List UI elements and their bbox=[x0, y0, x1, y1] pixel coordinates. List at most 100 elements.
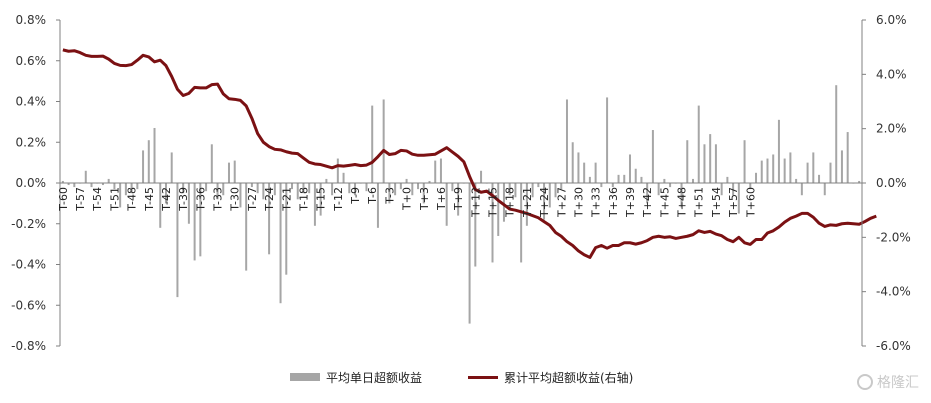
right-axis: 6.0% 4.0% 2.0% 0.0% -2.0% -4.0% -6.0% bbox=[861, 13, 911, 353]
bar bbox=[331, 183, 334, 196]
left-tick-label: 0.0% bbox=[16, 176, 47, 190]
bar bbox=[90, 183, 93, 188]
x-tick-label: T-36 bbox=[194, 187, 207, 212]
x-tick-label: T+12 bbox=[469, 187, 482, 218]
bar bbox=[216, 183, 219, 200]
bars-layer bbox=[61, 85, 861, 324]
bar bbox=[313, 183, 316, 226]
bar bbox=[737, 183, 740, 214]
bar bbox=[262, 183, 265, 200]
bar bbox=[119, 183, 122, 208]
bar bbox=[812, 152, 815, 183]
x-tick-label: T+27 bbox=[555, 187, 568, 218]
bar bbox=[789, 152, 792, 183]
bar bbox=[709, 134, 712, 183]
bar bbox=[846, 132, 849, 183]
bar bbox=[256, 183, 259, 194]
bar bbox=[777, 119, 780, 183]
bar bbox=[147, 140, 150, 183]
right-tick-label: -6.0% bbox=[876, 339, 911, 353]
bar bbox=[502, 183, 505, 222]
bar bbox=[583, 162, 586, 184]
bar bbox=[336, 158, 339, 183]
x-tick-label: T-27 bbox=[246, 187, 259, 212]
line-layer bbox=[62, 48, 877, 259]
bar bbox=[537, 183, 540, 188]
bar bbox=[159, 183, 162, 228]
bar bbox=[73, 183, 76, 188]
bar bbox=[749, 183, 752, 190]
right-tick-label: -4.0% bbox=[876, 285, 911, 299]
bar bbox=[474, 183, 477, 267]
legend-swatch-line bbox=[468, 375, 498, 379]
bar bbox=[565, 99, 568, 183]
bar bbox=[800, 183, 803, 196]
bar bbox=[726, 176, 729, 183]
bar bbox=[84, 170, 87, 183]
bar bbox=[755, 172, 758, 183]
left-tick-label: 0.2% bbox=[16, 135, 47, 149]
x-tick-label: T-30 bbox=[229, 187, 242, 212]
watermark-logo-icon bbox=[857, 374, 873, 390]
bar bbox=[319, 183, 322, 216]
bar bbox=[199, 183, 202, 257]
bar bbox=[783, 158, 786, 183]
bar bbox=[445, 183, 448, 226]
bar bbox=[703, 144, 706, 183]
bar bbox=[663, 178, 666, 183]
right-tick-label: -2.0% bbox=[876, 230, 911, 244]
bar bbox=[405, 178, 408, 183]
bar bbox=[371, 105, 374, 183]
x-tick-label: T-54 bbox=[91, 187, 104, 212]
bar bbox=[67, 183, 70, 186]
bar bbox=[617, 174, 620, 183]
bar bbox=[692, 178, 695, 183]
x-tick-label: T+36 bbox=[607, 187, 620, 218]
bar bbox=[760, 160, 763, 183]
bar bbox=[554, 183, 557, 198]
bar bbox=[840, 150, 843, 183]
legend-item-bar: 平均单日超额收益 bbox=[290, 366, 422, 388]
bar bbox=[153, 127, 156, 183]
bar bbox=[651, 130, 654, 183]
x-tick-label: T+6 bbox=[435, 187, 448, 211]
bar bbox=[823, 183, 826, 196]
bar bbox=[222, 183, 225, 196]
left-tick-label: -0.2% bbox=[11, 217, 46, 231]
x-tick-label: T-45 bbox=[143, 187, 156, 212]
bar bbox=[720, 183, 723, 196]
bar bbox=[187, 183, 190, 224]
bar bbox=[342, 172, 345, 183]
bar bbox=[382, 99, 385, 183]
bar bbox=[766, 158, 769, 183]
bar bbox=[439, 158, 442, 183]
bar bbox=[560, 183, 563, 190]
right-tick-label: 0.0% bbox=[876, 176, 907, 190]
bar bbox=[772, 154, 775, 183]
bar bbox=[394, 183, 397, 196]
bar bbox=[376, 183, 379, 228]
bar bbox=[273, 183, 276, 196]
bar bbox=[514, 183, 517, 198]
left-tick-label: -0.8% bbox=[11, 339, 46, 353]
bar bbox=[657, 183, 660, 196]
x-tick-label: T-12 bbox=[332, 187, 345, 212]
bar bbox=[818, 174, 821, 183]
bar bbox=[399, 183, 402, 190]
bar bbox=[606, 97, 609, 183]
bar bbox=[250, 183, 253, 188]
x-tick-label: T+42 bbox=[641, 187, 654, 218]
bar bbox=[101, 183, 104, 186]
bar bbox=[233, 160, 236, 183]
x-tick-label: T+18 bbox=[504, 187, 517, 218]
bar bbox=[434, 160, 437, 183]
bar bbox=[348, 183, 351, 194]
bar bbox=[325, 178, 328, 183]
bar bbox=[480, 170, 483, 183]
bar bbox=[714, 144, 717, 183]
bar bbox=[577, 152, 580, 183]
x-tick-label: T+48 bbox=[676, 187, 689, 218]
x-tick-label: T-18 bbox=[297, 187, 310, 212]
bar bbox=[285, 183, 288, 275]
